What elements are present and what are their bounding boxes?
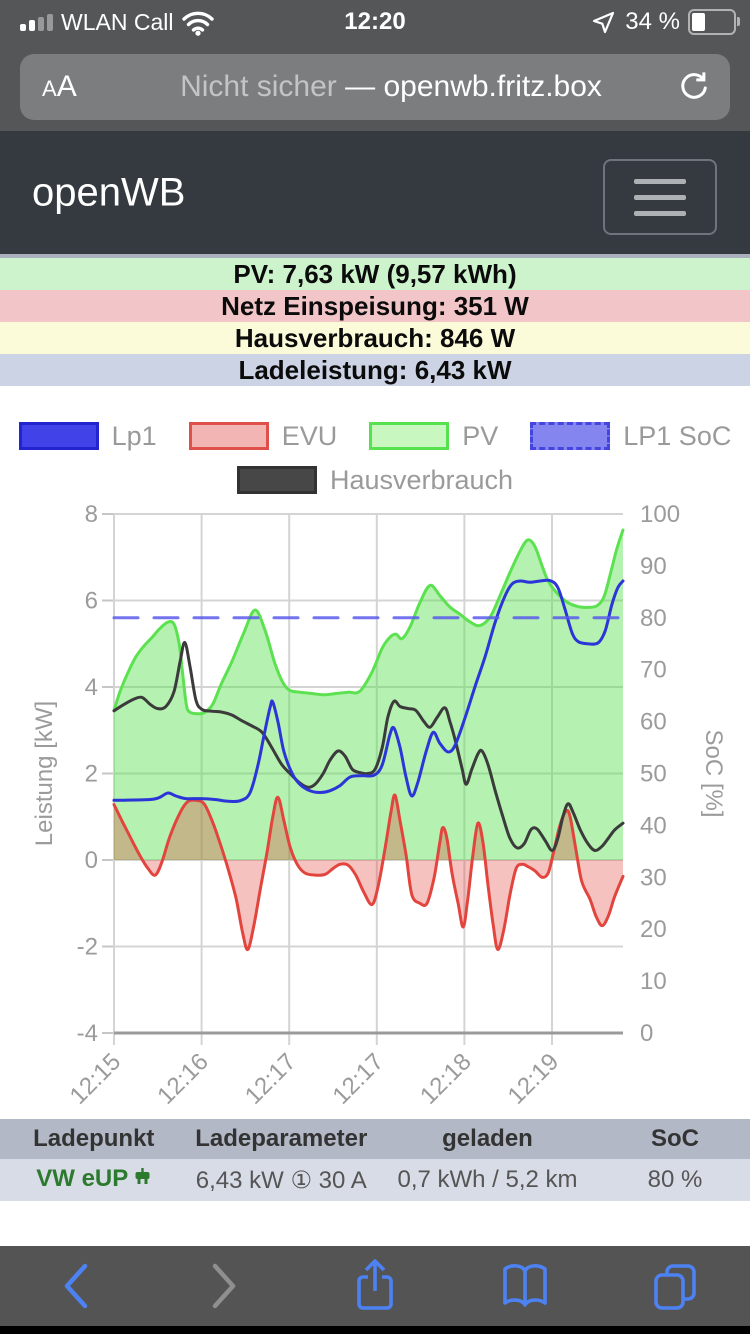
svg-text:4: 4	[85, 674, 98, 701]
location-arrow-icon	[591, 9, 617, 35]
legend-item-lp1: Lp1	[18, 420, 157, 452]
safari-url-zone: AA Nicht sicher — openwb.fritz.box	[0, 44, 750, 131]
legend-label-pv: PV	[462, 420, 499, 451]
svg-text:2: 2	[85, 761, 98, 788]
svg-text:10: 10	[640, 968, 667, 995]
svg-text:80: 80	[640, 605, 667, 632]
svg-text:50: 50	[640, 761, 667, 788]
svg-text:12:19: 12:19	[503, 1048, 565, 1110]
carrier-label: WLAN Call	[61, 8, 174, 35]
clock: 12:20	[344, 8, 406, 35]
legend-label-hausverbrauch: Hausverbrauch	[329, 464, 514, 495]
share-icon[interactable]	[335, 1254, 415, 1318]
back-icon[interactable]	[35, 1254, 115, 1318]
svg-text:12:15: 12:15	[65, 1048, 127, 1110]
legend-swatch-lp1	[18, 422, 99, 450]
forward-icon	[185, 1254, 265, 1318]
legend-item-pv: PV	[369, 421, 498, 452]
legend-item-hausverbrauch: Hausverbrauch	[236, 464, 514, 496]
svg-text:0: 0	[85, 847, 98, 874]
legend-swatch-hausverbrauch	[236, 466, 317, 494]
battery-percent-label: 34 %	[625, 8, 680, 35]
plug-icon	[134, 1167, 151, 1195]
bookmarks-icon[interactable]	[485, 1254, 565, 1318]
chargepoint-table: Ladepunkt Ladeparameter geladen SoC VW e…	[0, 1119, 750, 1201]
chargepoint-name: VW eUP	[36, 1165, 129, 1192]
soc-cell: 80 %	[600, 1159, 750, 1201]
legend-swatch-pv	[369, 422, 450, 450]
url-separator: —	[336, 70, 384, 103]
chargepoint-name-cell[interactable]: VW eUP	[0, 1159, 188, 1201]
ladeparameter-cell: 6,43 kW ① 30 A	[187, 1159, 375, 1201]
legend-swatch-evu	[188, 422, 269, 450]
geladen-cell: 0,7 kWh / 5,2 km	[375, 1159, 600, 1201]
cellular-signal-icon	[20, 13, 53, 31]
reload-icon[interactable]	[676, 70, 730, 104]
page-url[interactable]: Nicht sicher — openwb.fritz.box	[106, 70, 676, 104]
svg-text:12:17: 12:17	[327, 1048, 389, 1110]
svg-text:40: 40	[640, 812, 667, 839]
safari-toolbar	[0, 1246, 750, 1326]
not-secure-label: Nicht sicher	[180, 70, 337, 103]
brand-title: openWB	[32, 170, 186, 214]
legend-label-lp1: Lp1	[111, 420, 157, 451]
svg-text:60: 60	[640, 709, 667, 736]
wifi-icon	[181, 9, 215, 36]
svg-text:20: 20	[640, 916, 667, 943]
col-soc: SoC	[600, 1119, 750, 1159]
svg-text:90: 90	[640, 553, 667, 580]
legend-item-lp1soc: LP1 SoC	[530, 421, 731, 452]
svg-text:12:17: 12:17	[240, 1048, 302, 1110]
col-ladepunkt: Ladepunkt	[0, 1119, 188, 1159]
table-header-row: Ladepunkt Ladeparameter geladen SoC	[0, 1119, 750, 1159]
svg-text:12:18: 12:18	[415, 1048, 477, 1110]
col-ladeparameter: Ladeparameter	[187, 1119, 375, 1159]
grid-summary-row: Netz Einspeisung: 351 W	[0, 290, 750, 322]
hamburger-menu-icon[interactable]	[603, 159, 717, 235]
svg-text:30: 30	[640, 864, 667, 891]
legend-label-lp1soc: LP1 SoC	[623, 420, 732, 451]
summary-rows: PV: 7,63 kW (9,57 kWh) Netz Einspeisung:…	[0, 258, 750, 386]
home-indicator-area	[0, 1326, 750, 1334]
battery-icon	[688, 9, 740, 35]
col-geladen: geladen	[375, 1119, 600, 1159]
svg-text:-4: -4	[77, 1020, 98, 1047]
svg-text:12:16: 12:16	[152, 1048, 214, 1110]
tabs-icon[interactable]	[635, 1254, 715, 1318]
scroll-edge-strip	[0, 254, 750, 258]
pv-summary-row: PV: 7,63 kW (9,57 kWh)	[0, 258, 750, 290]
house-summary-row: Hausverbrauch: 846 W	[0, 322, 750, 354]
svg-text:100: 100	[640, 501, 680, 528]
svg-text:Leistung [kW]: Leistung [kW]	[31, 701, 58, 846]
svg-text:-2: -2	[77, 934, 98, 961]
address-bar[interactable]: AA Nicht sicher — openwb.fritz.box	[20, 54, 730, 120]
svg-text:0: 0	[640, 1020, 653, 1047]
legend-label-evu: EVU	[281, 420, 338, 451]
svg-text:6: 6	[85, 588, 98, 615]
openwb-navbar: openWB	[0, 131, 750, 254]
table-row: VW eUP 6,43 kW ① 30 A 0,7 kWh / 5,2 km 8…	[0, 1159, 750, 1201]
url-host: openwb.fritz.box	[383, 70, 602, 103]
reader-options-button[interactable]: AA	[42, 70, 77, 103]
svg-text:8: 8	[85, 501, 98, 528]
charge-summary-row: Ladeleistung: 6,43 kW	[0, 354, 750, 386]
svg-text:SoC [%]: SoC [%]	[700, 729, 727, 817]
legend-swatch-lp1soc	[530, 422, 611, 450]
legend-item-evu: EVU	[188, 420, 338, 452]
ios-status-bar: WLAN Call 12:20 34 %	[0, 0, 750, 44]
svg-text:70: 70	[640, 657, 667, 684]
chart-legend: Lp1 EVU PV LP1 SoC Hausverbrauch	[0, 412, 750, 500]
